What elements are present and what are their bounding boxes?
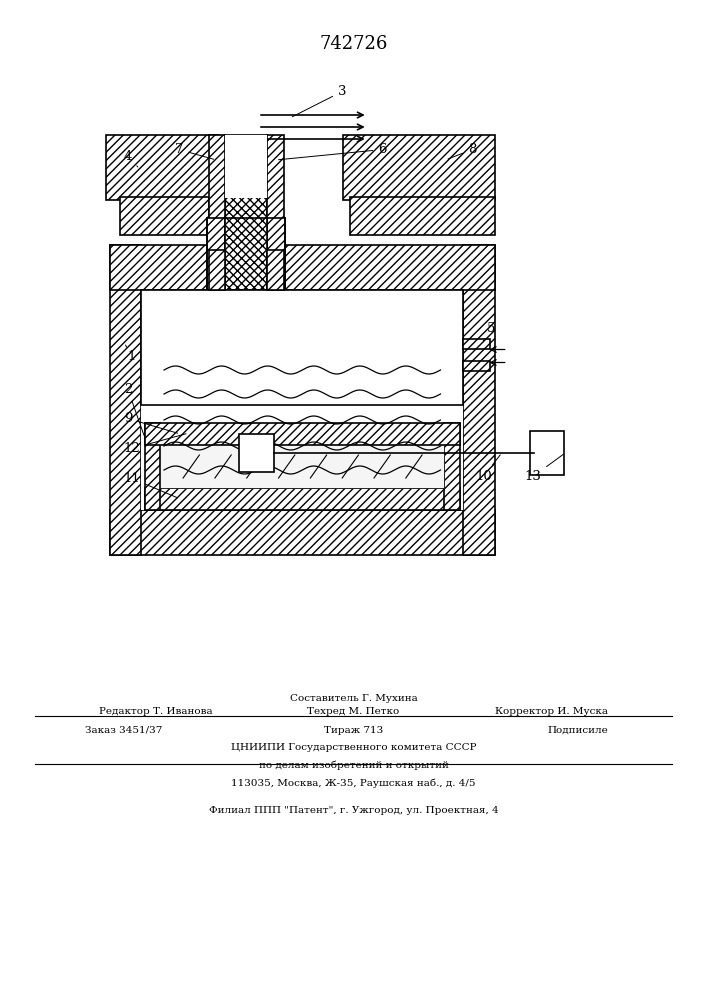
- Bar: [463, 245, 495, 555]
- Text: Корректор И. Муска: Корректор И. Муска: [495, 707, 608, 716]
- Bar: [267, 218, 285, 290]
- Text: 5: 5: [484, 322, 495, 341]
- Text: 9: 9: [124, 412, 177, 433]
- Bar: [225, 135, 267, 198]
- Bar: [225, 218, 267, 290]
- Text: 113035, Москва, Ж-35, Раушская наб., д. 4/5: 113035, Москва, Ж-35, Раушская наб., д. …: [231, 778, 476, 788]
- Bar: [207, 218, 225, 290]
- Bar: [267, 135, 284, 275]
- Text: 10: 10: [475, 455, 501, 483]
- Bar: [160, 445, 444, 488]
- Bar: [209, 250, 225, 290]
- Bar: [444, 423, 460, 510]
- Text: 12: 12: [124, 434, 186, 455]
- Bar: [530, 431, 564, 475]
- Text: 1: 1: [125, 345, 136, 363]
- Bar: [343, 135, 495, 200]
- Text: 3: 3: [293, 85, 346, 117]
- Text: 6: 6: [279, 143, 387, 160]
- Text: по делам изобретений и открытий: по делам изобретений и открытий: [259, 761, 448, 770]
- Text: 8: 8: [448, 143, 477, 159]
- Bar: [267, 250, 284, 290]
- Bar: [141, 290, 463, 510]
- Text: Тираж 713: Тираж 713: [324, 726, 383, 735]
- Text: Подписиле: Подписиле: [547, 726, 608, 735]
- Text: Редактор Т. Иванова: Редактор Т. Иванова: [99, 707, 213, 716]
- Bar: [463, 338, 490, 349]
- Bar: [225, 135, 267, 275]
- Bar: [141, 290, 463, 405]
- Text: 11: 11: [124, 472, 177, 498]
- Text: Филиал ППП "Патент", г. Ужгород, ул. Проектная, 4: Филиал ППП "Патент", г. Ужгород, ул. Про…: [209, 806, 498, 815]
- Bar: [110, 510, 495, 555]
- Text: 4: 4: [124, 150, 138, 167]
- Bar: [110, 245, 141, 555]
- Text: 13: 13: [525, 454, 563, 483]
- Bar: [145, 423, 160, 510]
- Bar: [209, 135, 225, 275]
- Bar: [106, 135, 219, 200]
- Bar: [225, 218, 267, 290]
- Bar: [463, 360, 490, 370]
- Bar: [239, 434, 274, 472]
- Text: Составитель Г. Мухина: Составитель Г. Мухина: [290, 694, 417, 703]
- Text: 2: 2: [124, 383, 144, 435]
- Text: ЦНИИПИ Государственного комитета СССР: ЦНИИПИ Государственного комитета СССР: [230, 743, 477, 752]
- Bar: [350, 197, 495, 235]
- Text: Техред М. Петко: Техред М. Петко: [308, 707, 399, 716]
- Bar: [145, 488, 460, 510]
- Text: 7: 7: [175, 143, 214, 159]
- Text: Заказ 3451/37: Заказ 3451/37: [85, 726, 162, 735]
- Bar: [120, 197, 209, 235]
- Bar: [145, 423, 460, 445]
- Bar: [110, 245, 495, 290]
- Text: 742726: 742726: [320, 35, 387, 53]
